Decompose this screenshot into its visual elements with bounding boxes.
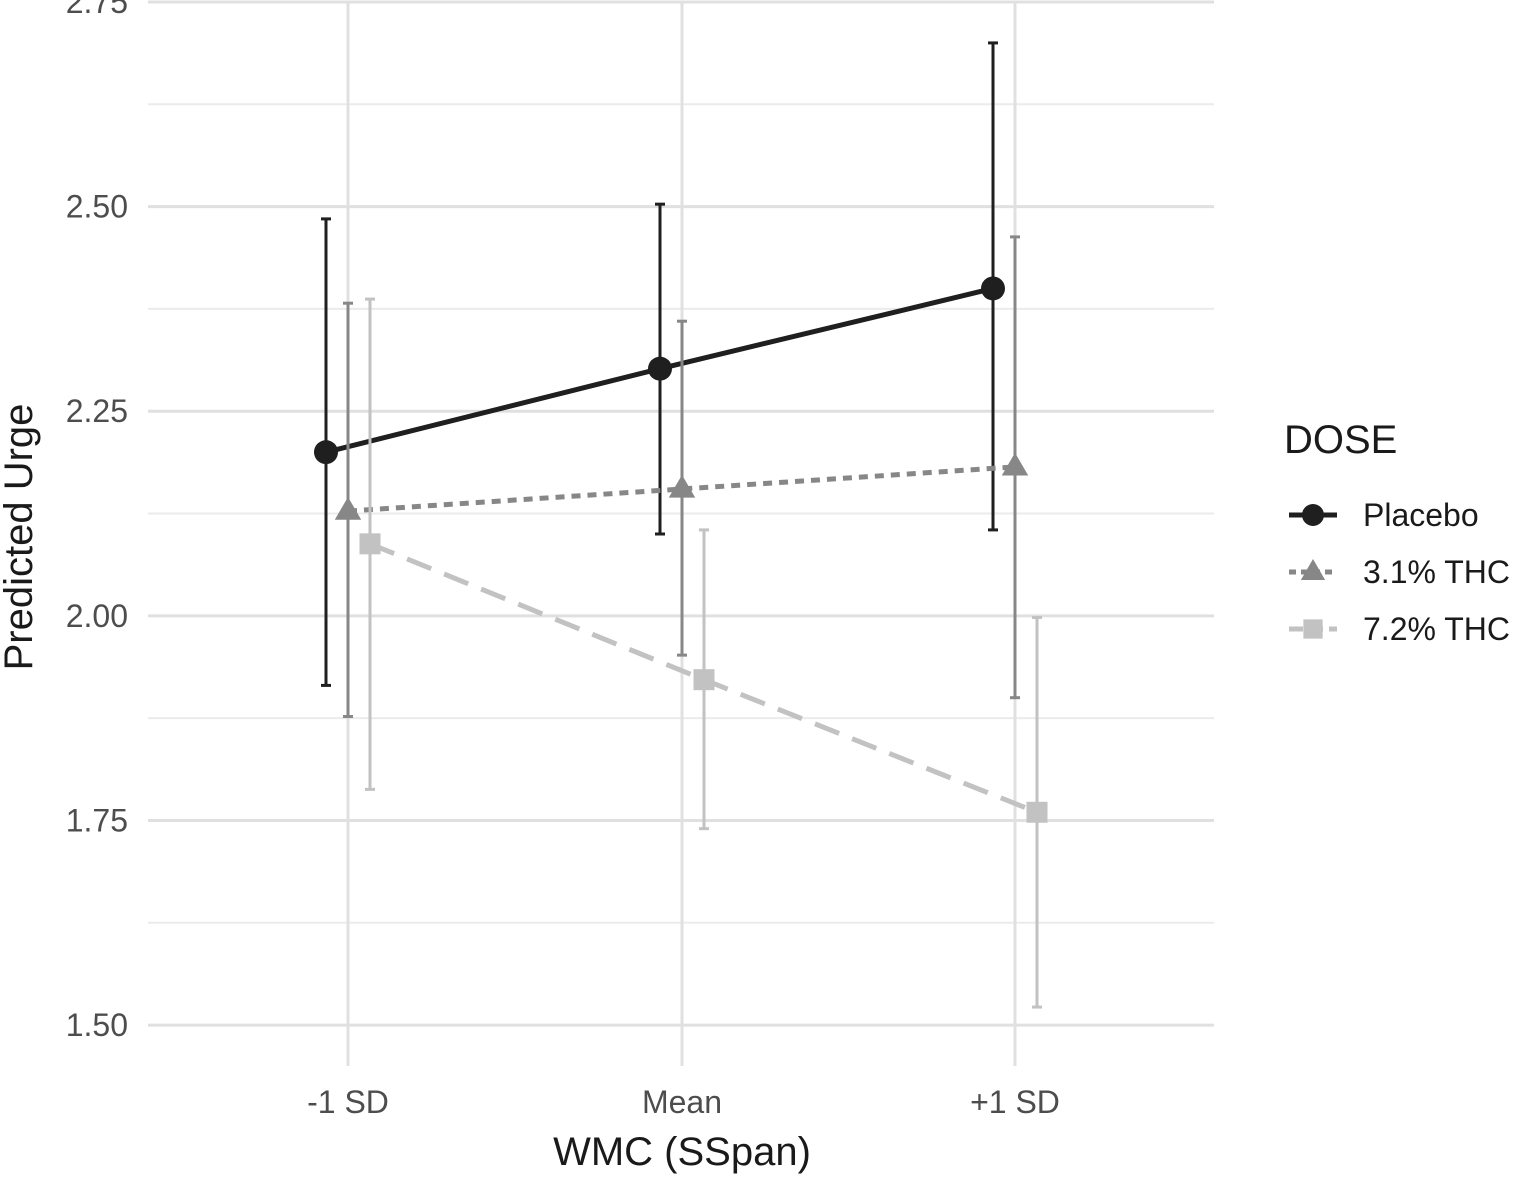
data-point — [334, 496, 362, 520]
data-point — [359, 533, 381, 555]
data-point — [314, 440, 338, 465]
legend-item: 3.1% THC — [1289, 554, 1510, 590]
data-point — [693, 669, 715, 691]
y-tick-label: 2.25 — [66, 393, 128, 429]
legend-label: 3.1% THC — [1363, 554, 1510, 590]
legend-label: Placebo — [1363, 497, 1479, 533]
x-tick-label: Mean — [642, 1084, 722, 1120]
data-point — [668, 474, 696, 498]
x-tick-label: +1 SD — [970, 1084, 1060, 1120]
x-axis-title: WMC (SSpan) — [553, 1130, 811, 1174]
series-layer — [314, 41, 1048, 1009]
legend-item: Placebo — [1289, 497, 1479, 533]
legend-label: 7.2% THC — [1363, 611, 1510, 647]
legend-marker — [1300, 559, 1326, 580]
legend-marker — [1302, 504, 1324, 526]
y-tick-label: 1.75 — [66, 802, 128, 838]
x-tick-label: -1 SD — [307, 1084, 389, 1120]
y-axis-ticks: 1.50 1.75 2.00 2.25 2.50 2.75 — [66, 0, 128, 1043]
legend-item: 7.2% THC — [1289, 611, 1510, 647]
x-axis-ticks: -1 SD Mean +1 SD — [307, 1084, 1060, 1120]
y-tick-label: 2.50 — [66, 189, 128, 225]
series-3 — [359, 297, 1048, 1009]
data-point — [1026, 801, 1048, 823]
series-2 — [334, 235, 1029, 719]
legend-marker — [1303, 619, 1323, 639]
y-tick-label: 2.75 — [66, 0, 128, 20]
y-tick-label: 1.50 — [66, 1007, 128, 1043]
data-point — [1001, 452, 1029, 476]
y-axis-title: Predicted Urge — [0, 404, 41, 671]
data-point — [648, 356, 672, 381]
series-1 — [314, 41, 1005, 687]
data-point — [981, 276, 1005, 301]
legend: DOSE Placebo 3.1% THC 7.2% THC — [1284, 418, 1510, 647]
y-tick-label: 2.00 — [66, 598, 128, 634]
legend-title: DOSE — [1284, 418, 1397, 462]
